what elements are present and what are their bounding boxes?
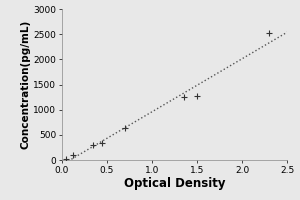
Y-axis label: Concentration(pg/mL): Concentration(pg/mL) (21, 20, 31, 149)
X-axis label: Optical Density: Optical Density (124, 177, 225, 190)
